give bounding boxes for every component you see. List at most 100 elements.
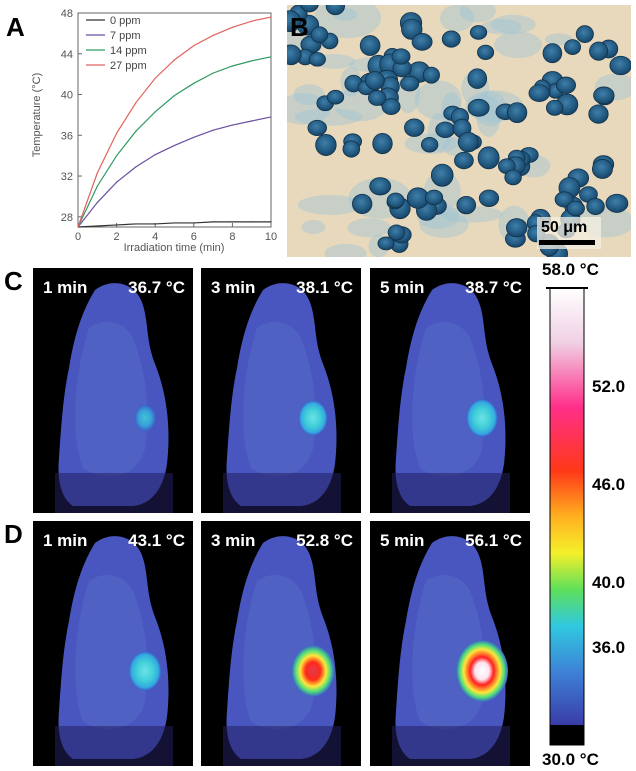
- cell: [593, 86, 615, 105]
- cell: [586, 197, 605, 216]
- data-point: [231, 26, 233, 28]
- x-tick-label: 4: [152, 231, 158, 243]
- panel-label-a: A: [6, 12, 25, 42]
- time-label: 1 min: [43, 278, 88, 297]
- temperature-label: 36.7 °C: [128, 278, 185, 297]
- thermal-frame: 3 min 38.1 °C: [201, 268, 361, 513]
- x-tick-label: 6: [191, 231, 197, 243]
- legend-entry-0: 0 ppm: [110, 15, 141, 27]
- cell: [545, 99, 564, 116]
- time-label: 1 min: [43, 531, 88, 550]
- data-point: [135, 166, 137, 168]
- temperature-label: 43.1 °C: [128, 531, 185, 550]
- cell: [469, 25, 488, 40]
- stain-smear: [347, 218, 391, 238]
- data-point: [96, 225, 98, 227]
- colorbar-tick-label: 40.0: [592, 573, 625, 592]
- colorbar-tick-label: 52.0: [592, 377, 625, 396]
- data-point: [212, 72, 214, 74]
- body-core: [243, 575, 316, 730]
- x-tick-label: 2: [114, 231, 120, 243]
- x-tick-label: 0: [75, 231, 81, 243]
- data-point: [173, 94, 176, 97]
- cell: [404, 118, 425, 137]
- cell: [575, 25, 594, 43]
- data-point: [135, 102, 137, 104]
- body-core: [75, 322, 148, 477]
- panel-label-b: B: [290, 12, 309, 42]
- tumor-hotspot: [291, 645, 335, 697]
- cell: [300, 5, 319, 13]
- data-point: [173, 59, 176, 61]
- cell: [589, 41, 609, 61]
- colorbar-max-label: 58.0 °C: [542, 260, 599, 279]
- cell: [368, 90, 387, 106]
- panel-label-c: C: [4, 266, 23, 296]
- cell: [504, 169, 522, 186]
- cell: [387, 224, 406, 241]
- temperature-colorbar: 58.0 °C 30.0 °C 52.0 46.0 40.0 36.0: [536, 260, 636, 771]
- cell: [315, 134, 337, 157]
- temperature-label: 38.1 °C: [296, 278, 353, 297]
- data-point: [212, 129, 214, 131]
- thermal-frame: 3 min 52.8 °C: [201, 521, 361, 766]
- y-tick-label: 40: [61, 90, 73, 102]
- data-point: [154, 154, 156, 156]
- data-point: [116, 181, 118, 183]
- cell: [467, 98, 490, 117]
- scale-bar: [539, 240, 595, 245]
- cell: [377, 236, 395, 251]
- stain-smear: [293, 84, 325, 106]
- cell: [310, 26, 329, 44]
- stain-smear: [490, 14, 536, 34]
- data-point: [270, 56, 272, 58]
- cell: [456, 196, 477, 215]
- temperature-label: 52.8 °C: [296, 531, 353, 550]
- panel-label-d: D: [4, 519, 23, 549]
- cell: [424, 189, 444, 206]
- colorbar-tick-label: 46.0: [592, 475, 625, 494]
- cell: [542, 43, 563, 64]
- thermal-frame: 5 min 56.1 °C: [370, 521, 530, 766]
- body-shadow: [55, 473, 173, 513]
- cell: [359, 35, 381, 56]
- cell: [454, 151, 474, 170]
- data-point: [193, 136, 195, 138]
- cell: [308, 52, 326, 67]
- body-core: [243, 322, 316, 477]
- cell: [369, 177, 392, 196]
- cell: [435, 121, 456, 138]
- thermal-frame: 1 min 36.7 °C: [33, 268, 193, 513]
- stain-smear: [301, 220, 326, 235]
- stain-smear: [439, 5, 474, 32]
- cell: [609, 55, 631, 76]
- legend-entry-1: 7 ppm: [110, 30, 141, 42]
- data-point: [231, 65, 233, 67]
- colorbar-min-label: 30.0 °C: [542, 750, 599, 769]
- cell: [591, 159, 613, 179]
- time-label: 5 min: [380, 278, 425, 297]
- colorbar-tick-label: 36.0: [592, 638, 625, 657]
- cell: [420, 137, 439, 153]
- tumor-hotspot: [466, 399, 498, 437]
- series-line-3: [77, 16, 272, 228]
- temperature-label: 56.1 °C: [465, 531, 522, 550]
- body-shadow: [223, 473, 341, 513]
- cell: [430, 163, 454, 187]
- tumor-hotspot: [128, 651, 162, 691]
- cell: [506, 218, 528, 238]
- y-tick-label: 44: [61, 49, 73, 61]
- cell: [307, 119, 327, 137]
- cell: [352, 193, 373, 214]
- body-core: [412, 322, 485, 477]
- y-tick-label: 28: [61, 212, 73, 224]
- time-label: 5 min: [380, 531, 425, 550]
- cell: [287, 44, 302, 66]
- cell: [441, 30, 461, 48]
- body-shadow: [55, 726, 173, 766]
- colorbar-gradient: [549, 287, 585, 746]
- data-point: [270, 16, 272, 18]
- plot-frame: [77, 12, 272, 228]
- cell: [564, 39, 582, 55]
- body-core: [75, 575, 148, 730]
